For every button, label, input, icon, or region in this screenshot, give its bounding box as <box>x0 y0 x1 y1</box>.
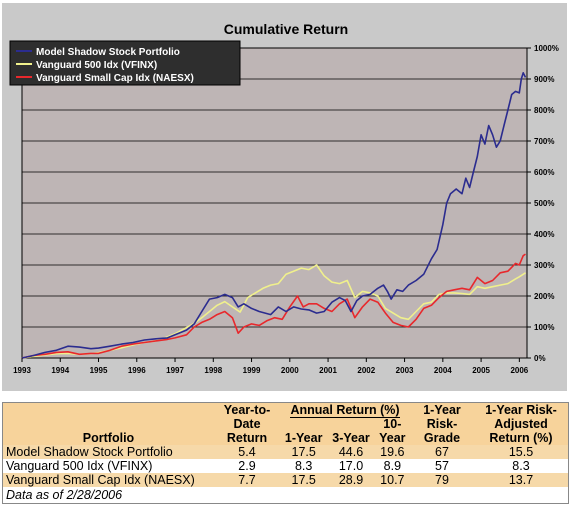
ten-year-value: 19.6 <box>380 445 405 459</box>
risk-grade-value: 67 <box>435 445 449 459</box>
three-year-header: 3-Year <box>332 431 370 445</box>
one-year-header: 1-Year <box>284 431 323 445</box>
ytd-value: 2.9 <box>238 459 256 473</box>
risk-adjusted-value: 13.7 <box>508 473 534 487</box>
three-year-value: 44.6 <box>338 445 364 459</box>
table-row: Model Shadow Stock Portfolio 5.4 17.5 44… <box>3 445 568 459</box>
x-tick-label: 1998 <box>204 366 222 375</box>
ytd-header: Year-to- Date Return <box>214 403 280 445</box>
table-row: Vanguard Small Cap Idx (NAESX) 7.7 17.5 … <box>3 473 568 487</box>
ten-year-header-line2: Year <box>379 431 406 445</box>
y-tick-label: 600% <box>534 168 554 177</box>
x-tick-label: 2006 <box>510 366 528 375</box>
chart-panel: Cumulative Return 0% 100% 200% 300% 400% 500%… <box>2 3 567 391</box>
footnote: Data as of 2/28/2006 <box>3 487 568 503</box>
series-line <box>21 253 526 359</box>
x-tick-label: 2005 <box>472 366 490 375</box>
x-tick-label: 1993 <box>13 366 31 375</box>
y-axis-ticks: 0% 100% 200% 300% 400% 500% 600% 700% 800% 900% 10… <box>527 44 559 363</box>
ytd-header-line1: Year-to- <box>223 403 271 417</box>
x-tick-label: 2002 <box>357 366 375 375</box>
three-year-value: 17.0 <box>338 459 364 473</box>
ten-year-header-line1: 10- <box>383 417 402 431</box>
x-tick-label: 2003 <box>396 366 414 375</box>
x-axis-ticks: 1993 1994 1995 1996 1997 1998 1999 2000 2001 2002… <box>13 358 529 375</box>
ytd-header-line3: Return <box>226 431 268 445</box>
cumulative-return-chart: Cumulative Return 0% 100% 200% 300% 400% 500%… <box>9 21 559 375</box>
three-year-value: 28.9 <box>338 473 364 487</box>
y-tick-label: 200% <box>534 292 554 301</box>
risk-header-line1: 1-Year <box>423 403 461 417</box>
y-tick-label: 100% <box>534 323 554 332</box>
legend-label: Vanguard 500 Idx (VFINX) <box>36 60 157 71</box>
y-tick-label: 300% <box>534 261 554 270</box>
adj-header-line3: Return (%) <box>489 431 553 445</box>
returns-table-container: Portfolio Year-to- Date Return Annual Re… <box>2 402 569 504</box>
ten-year-value: 8.9 <box>383 459 402 473</box>
y-tick-label: 800% <box>534 106 554 115</box>
annual-return-group-label: Annual Return (%) <box>290 403 400 418</box>
x-tick-label: 1999 <box>243 366 261 375</box>
one-year-value: 17.5 <box>291 445 316 459</box>
legend-label: Vanguard Small Cap Idx (NAESX) <box>36 73 194 84</box>
risk-adjusted-header: 1-Year Risk- Adjusted Return (%) <box>474 403 568 445</box>
portfolio-name: Vanguard 500 Idx (VFINX) <box>6 459 153 473</box>
legend: Model Shadow Stock Portfolio Vanguard 500… <box>9 40 241 86</box>
y-tick-label: 1000% <box>534 44 559 53</box>
table-row: Vanguard 500 Idx (VFINX) 2.9 8.3 17.0 8.… <box>3 459 568 473</box>
x-tick-label: 2001 <box>319 366 337 375</box>
ytd-header-line2: Date <box>233 417 261 431</box>
returns-table: Portfolio Year-to- Date Return Annual Re… <box>3 403 568 487</box>
annual-return-group-header: Annual Return (%) <box>280 403 410 418</box>
risk-header-line2: Risk- <box>426 417 458 431</box>
chart-title: Cumulative Return <box>224 21 348 37</box>
portfolio-name: Model Shadow Stock Portfolio <box>6 445 173 459</box>
legend-label: Model Shadow Stock Portfolio <box>36 47 180 58</box>
series-line <box>21 72 527 359</box>
risk-adjusted-value: 15.5 <box>508 445 534 459</box>
x-tick-label: 1996 <box>128 366 146 375</box>
portfolio-name: Vanguard Small Cap Idx (NAESX) <box>6 473 195 487</box>
x-tick-label: 2000 <box>281 366 299 375</box>
header-row-1: Portfolio Year-to- Date Return Annual Re… <box>3 403 568 445</box>
x-tick-label: 1994 <box>51 366 69 375</box>
x-tick-label: 2004 <box>434 366 452 375</box>
ytd-value: 7.7 <box>238 473 256 487</box>
risk-grade-value: 79 <box>435 473 449 487</box>
series-line <box>21 264 526 359</box>
y-tick-label: 400% <box>534 230 554 239</box>
risk-grade-header: 1-Year Risk- Grade <box>410 403 474 445</box>
risk-adjusted-value: 8.3 <box>512 459 530 473</box>
series-lines <box>21 72 527 359</box>
adj-header-line2: Adjusted <box>494 417 548 431</box>
y-tick-label: 0% <box>534 354 546 363</box>
risk-grade-value: 57 <box>435 459 449 473</box>
portfolio-header: Portfolio <box>82 431 135 445</box>
x-tick-label: 1997 <box>166 366 184 375</box>
risk-header-line3: Grade <box>423 431 461 445</box>
x-tick-label: 1995 <box>90 366 108 375</box>
y-tick-label: 900% <box>534 75 554 84</box>
adj-header-line1: 1-Year Risk- <box>485 403 557 417</box>
one-year-value: 17.5 <box>291 473 316 487</box>
ten-year-value: 10.7 <box>380 473 405 487</box>
y-tick-label: 700% <box>534 137 554 146</box>
one-year-value: 8.3 <box>294 459 313 473</box>
legend-box <box>9 40 241 86</box>
y-tick-label: 500% <box>534 199 554 208</box>
ytd-value: 5.4 <box>238 445 256 459</box>
